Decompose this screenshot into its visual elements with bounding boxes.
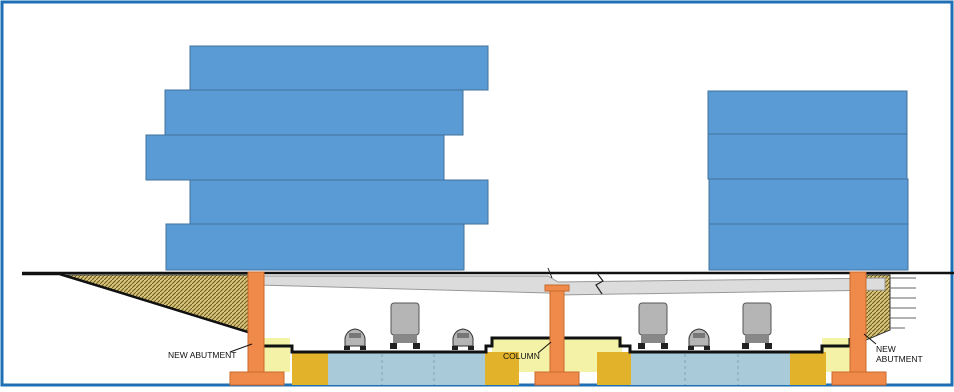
pale-yellow-zone-right xyxy=(822,338,850,372)
label-new-abutment-right-line1: NEW xyxy=(876,344,896,354)
right-building-block-4 xyxy=(708,223,909,271)
left-building-block-4 xyxy=(189,179,489,225)
left-building-block-1 xyxy=(189,45,489,91)
roadbed-left xyxy=(328,352,485,385)
left-building-block-2 xyxy=(164,89,464,136)
truck-icon xyxy=(638,302,668,349)
left-building-block-5 xyxy=(165,223,465,271)
gold-drain-2 xyxy=(485,352,519,385)
left-building-stack xyxy=(145,45,489,271)
roadbed-band xyxy=(262,338,850,385)
gold-drain-4 xyxy=(790,352,826,385)
right-building-stack xyxy=(707,90,909,271)
bridge-deck xyxy=(257,275,886,296)
label-new-abutment-right-line2: ABUTMENT xyxy=(876,354,923,364)
car-icon xyxy=(344,328,366,350)
right-abutment xyxy=(849,271,867,374)
truck-icon xyxy=(742,302,772,349)
center-column-cap xyxy=(544,284,570,292)
left-abutment xyxy=(247,271,265,374)
pale-yellow-zone-left xyxy=(262,338,290,372)
car-icon xyxy=(452,328,474,350)
leader-right-abutment xyxy=(863,333,877,345)
right-wall-detail xyxy=(890,277,916,329)
gold-drain-3 xyxy=(597,352,631,385)
center-column-footing xyxy=(534,371,580,386)
left-abutment-footing xyxy=(229,371,285,386)
leader-column xyxy=(537,341,552,354)
right-building-block-3 xyxy=(708,178,909,225)
deck-break-symbol-2 xyxy=(547,267,553,279)
truck-icon xyxy=(390,302,420,349)
lane-dividers xyxy=(381,354,739,385)
center-column xyxy=(549,286,565,373)
leader-left-abutment xyxy=(229,343,253,353)
right-abutment-footing xyxy=(831,371,887,386)
label-column: COLUMN xyxy=(503,351,540,361)
left-building-block-3 xyxy=(145,134,445,181)
right-building-block-2 xyxy=(707,133,908,180)
structural-supports xyxy=(229,271,887,386)
label-new-abutment-left: NEW ABUTMENT xyxy=(168,350,236,360)
roadbed-right xyxy=(631,352,790,385)
deck-break-symbol xyxy=(595,271,604,295)
right-building-block-1 xyxy=(707,90,908,135)
gold-drain-1 xyxy=(292,352,328,385)
car-icon xyxy=(688,328,710,350)
